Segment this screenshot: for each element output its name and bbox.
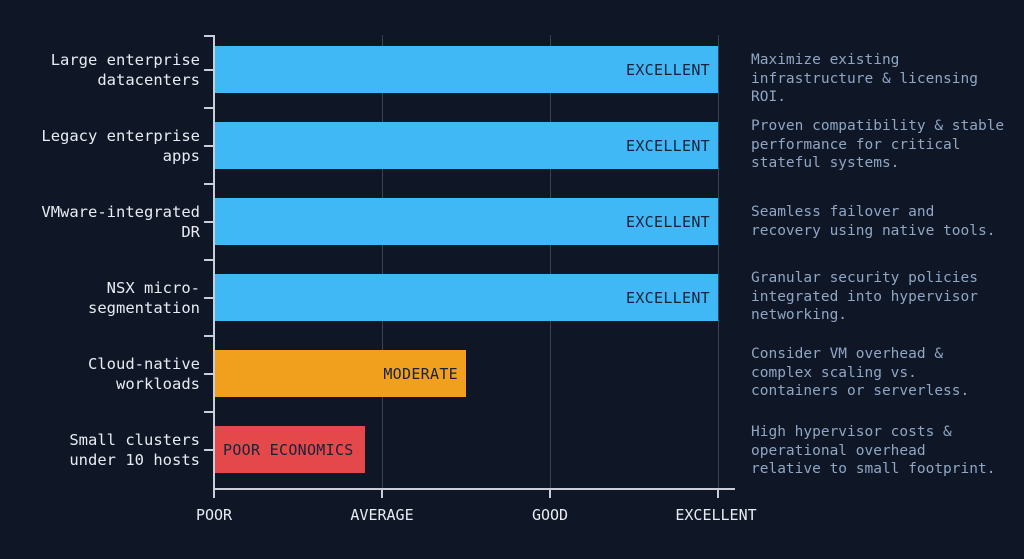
x-tick bbox=[549, 488, 551, 498]
x-tick-label: EXCELLENT bbox=[675, 506, 757, 524]
gridline-good bbox=[550, 35, 551, 488]
category-label-line: segmentation bbox=[88, 299, 200, 317]
category-label: NSX micro- segmentation bbox=[0, 278, 200, 318]
y-tick bbox=[204, 297, 214, 299]
y-tick bbox=[204, 69, 214, 71]
gridline-excellent bbox=[718, 35, 719, 488]
y-tick bbox=[204, 35, 214, 37]
bar-small-clusters: POOR ECONOMICS bbox=[215, 426, 365, 473]
category-label-line: Legacy enterprise bbox=[41, 127, 200, 145]
annotation-note: Consider VM overhead & complex scaling v… bbox=[751, 346, 970, 399]
category-label-line: Large enterprise bbox=[50, 51, 200, 69]
x-tick bbox=[717, 488, 719, 498]
annotation-note: Maximize existing infrastructure & licen… bbox=[751, 52, 978, 105]
y-tick bbox=[204, 411, 214, 413]
y-tick bbox=[204, 107, 214, 109]
y-tick bbox=[204, 183, 214, 185]
annotation-note: High hypervisor costs & operational over… bbox=[751, 424, 996, 477]
y-tick bbox=[204, 335, 214, 337]
category-label-line: apps bbox=[162, 147, 200, 165]
x-tick-label: AVERAGE bbox=[350, 506, 414, 524]
bar-legacy-enterprise-apps: EXCELLENT bbox=[215, 122, 718, 169]
y-tick bbox=[204, 259, 214, 261]
bar-value-label: MODERATE bbox=[383, 364, 458, 383]
x-tick bbox=[213, 488, 215, 498]
annotation-note: Proven compatibility & stable performanc… bbox=[751, 118, 1005, 171]
category-label: Large enterprise datacenters bbox=[0, 50, 200, 90]
y-axis bbox=[213, 35, 215, 490]
bar-cloud-native-workloads: MODERATE bbox=[215, 350, 466, 397]
category-label: VMware-integrated DR bbox=[0, 202, 200, 242]
gridline-average bbox=[382, 35, 383, 488]
y-tick bbox=[204, 145, 214, 147]
category-label: Cloud-native workloads bbox=[0, 354, 200, 394]
category-label-line: NSX micro- bbox=[106, 279, 200, 297]
bar-value-label: EXCELLENT bbox=[626, 60, 710, 79]
category-label-line: under 10 hosts bbox=[69, 451, 200, 469]
category-label: Small clusters under 10 hosts bbox=[0, 430, 200, 470]
bar-value-label: EXCELLENT bbox=[626, 288, 710, 307]
category-label: Legacy enterprise apps bbox=[0, 126, 200, 166]
y-tick bbox=[204, 449, 214, 451]
y-tick bbox=[204, 221, 214, 223]
x-tick-label: POOR bbox=[195, 506, 233, 524]
category-label-line: DR bbox=[181, 223, 200, 241]
x-tick-label: GOOD bbox=[531, 506, 569, 524]
bar-nsx-micro-segmentation: EXCELLENT bbox=[215, 274, 718, 321]
category-label-line: workloads bbox=[116, 375, 200, 393]
x-axis bbox=[213, 488, 735, 490]
bar-vmware-integrated-dr: EXCELLENT bbox=[215, 198, 718, 245]
annotation-note: Granular security policies integrated in… bbox=[751, 270, 978, 323]
category-label-line: VMware-integrated bbox=[41, 203, 200, 221]
bar-large-enterprise-datacenters: EXCELLENT bbox=[215, 46, 718, 93]
y-tick bbox=[204, 373, 214, 375]
annotation-note: Seamless failover and recovery using nat… bbox=[751, 204, 996, 239]
category-label-line: Small clusters bbox=[69, 431, 200, 449]
bar-value-label: EXCELLENT bbox=[626, 136, 710, 155]
category-label-line: datacenters bbox=[97, 71, 200, 89]
category-label-line: Cloud-native bbox=[88, 355, 200, 373]
bar-value-label: POOR ECONOMICS bbox=[223, 440, 354, 459]
x-tick bbox=[381, 488, 383, 498]
bar-value-label: EXCELLENT bbox=[626, 212, 710, 231]
